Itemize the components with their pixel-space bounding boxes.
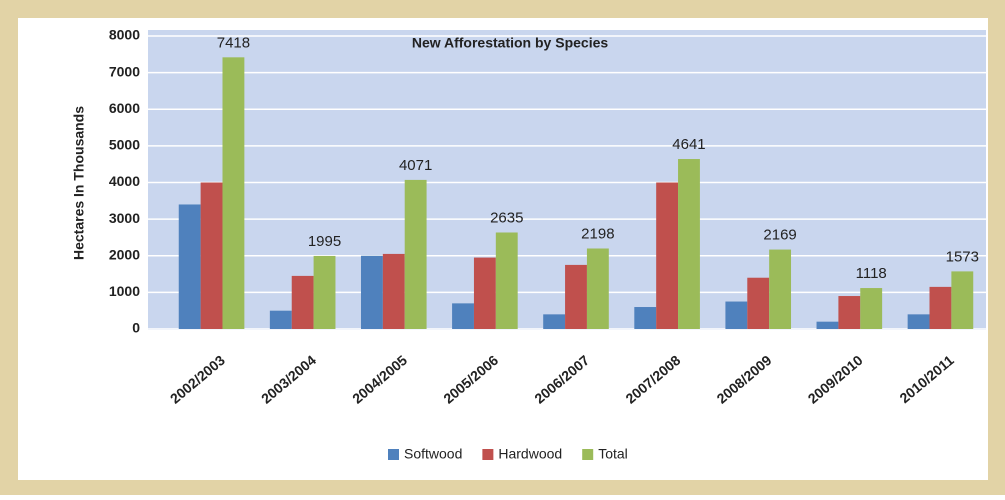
chart-title: New Afforestation by Species: [412, 35, 609, 51]
y-tick-label: 8000: [109, 27, 140, 43]
bar: [473, 257, 496, 329]
bar: [291, 275, 314, 329]
bar: [725, 301, 748, 329]
legend-label: Total: [598, 446, 628, 462]
bar: [747, 277, 770, 329]
bar: [313, 255, 336, 329]
bar: [816, 321, 839, 329]
bar: [452, 303, 474, 329]
data-label: 4071: [399, 157, 432, 174]
data-label: 1995: [308, 233, 341, 250]
bar: [269, 310, 292, 329]
y-tick-label: 0: [132, 320, 140, 336]
data-label: 2169: [763, 227, 796, 244]
bar: [382, 253, 405, 329]
bar: [495, 232, 518, 329]
legend-label: Softwood: [404, 446, 462, 462]
y-tick-label: 7000: [109, 63, 140, 79]
legend-swatch: [388, 449, 399, 460]
bar: [222, 57, 245, 330]
bar: [656, 182, 679, 329]
legend-swatch: [482, 449, 494, 460]
y-tick-label: 1000: [109, 283, 140, 299]
bar: [678, 159, 700, 329]
y-axis-label: Hectares In Thousands: [71, 106, 87, 260]
data-label: 7418: [217, 34, 250, 51]
bar: [860, 288, 883, 329]
y-tick-label: 3000: [109, 210, 140, 226]
bar: [565, 264, 587, 329]
bar: [769, 249, 792, 329]
data-label: 4641: [672, 136, 705, 153]
data-label: 1118: [856, 265, 887, 282]
y-tick-label: 6000: [109, 100, 140, 116]
bar: [838, 296, 861, 329]
bar: [951, 271, 974, 329]
bar: [634, 307, 657, 329]
y-tick-label: 2000: [109, 246, 140, 262]
data-label: 2635: [490, 209, 523, 226]
y-tick-label: 4000: [109, 173, 140, 189]
bar: [929, 286, 952, 329]
bar: [178, 204, 201, 329]
y-tick-label: 5000: [109, 137, 140, 153]
bar: [404, 179, 427, 329]
bar: [200, 182, 223, 329]
data-label: 1573: [946, 248, 979, 265]
bar: [360, 255, 383, 329]
legend-label: Hardwood: [498, 446, 562, 462]
bar: [907, 314, 930, 329]
bar: [543, 314, 566, 329]
bar: [586, 248, 609, 329]
data-label: 2198: [581, 225, 614, 242]
legend-swatch: [582, 449, 594, 460]
